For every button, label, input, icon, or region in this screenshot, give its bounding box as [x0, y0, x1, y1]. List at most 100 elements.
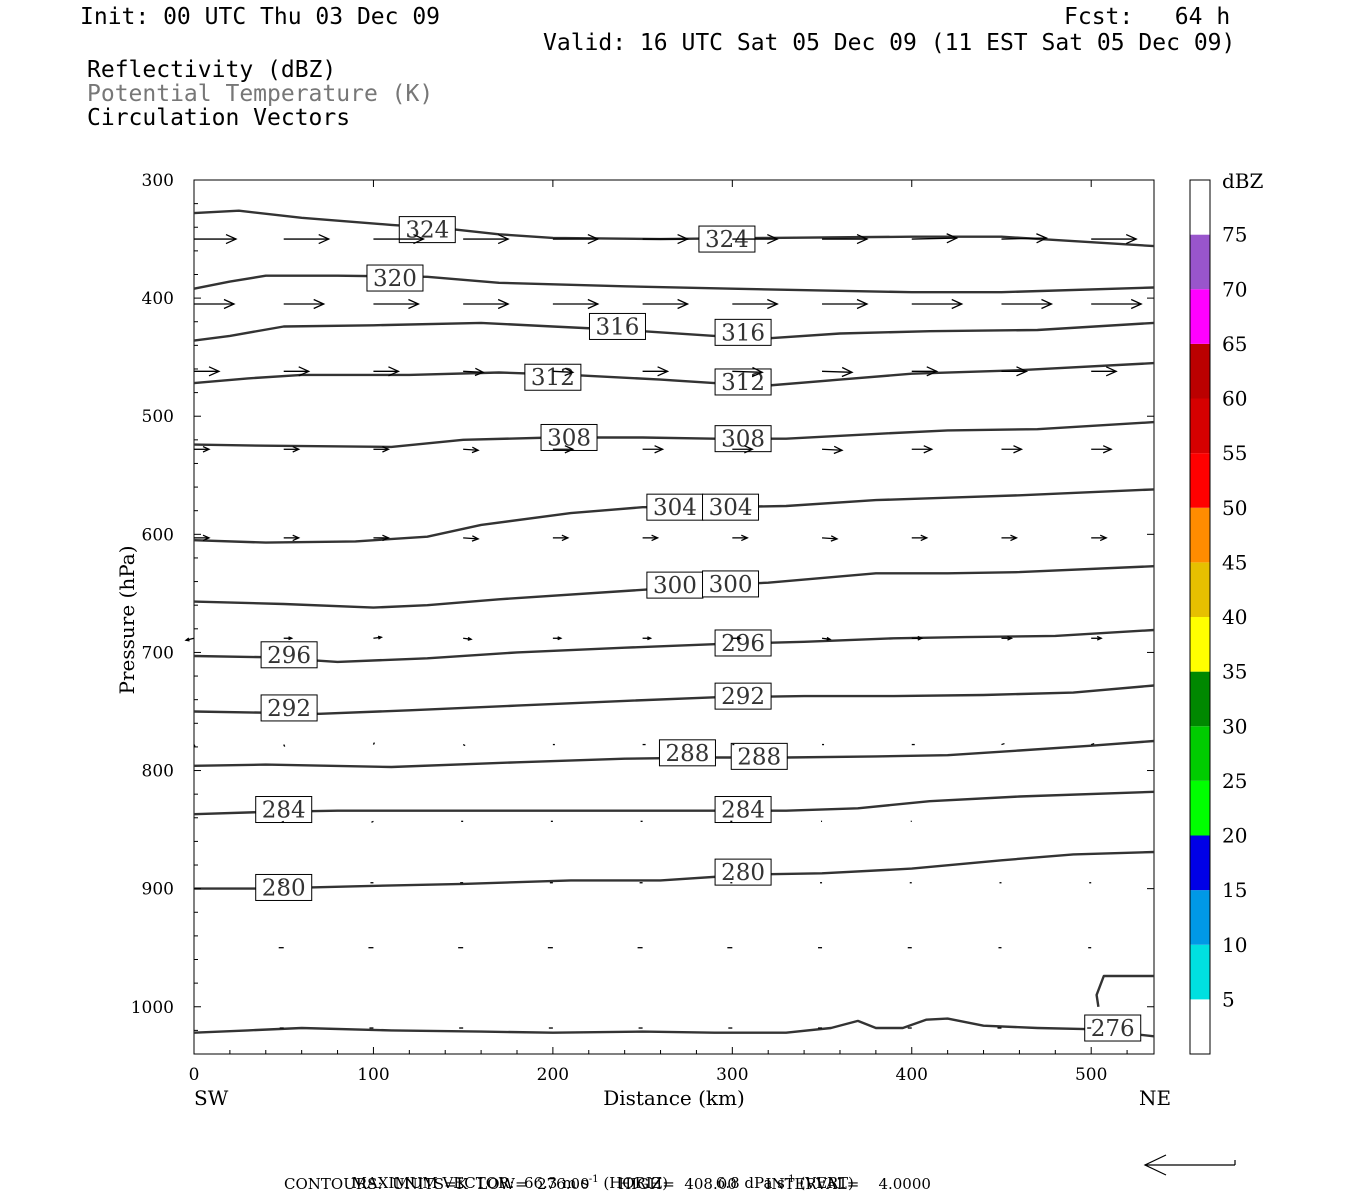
circulation-vector [1001, 366, 1029, 377]
circulation-vector [732, 298, 779, 310]
plot-frame [193, 179, 1155, 1055]
x-tick-label: 400 [896, 1065, 928, 1085]
vector-head [1125, 233, 1138, 245]
circulation-vector [184, 637, 195, 642]
contour-label-box [702, 493, 760, 521]
vector-head [225, 233, 238, 245]
circulation-vector [371, 820, 374, 823]
contour-label-box [260, 694, 318, 722]
vector-shaft [911, 237, 957, 240]
y-tick-label: 500 [142, 407, 174, 427]
colorbar-tick-label: 35 [1222, 660, 1247, 684]
vector-head [298, 366, 311, 377]
contour-label-box [524, 363, 582, 391]
contour-label-276: 276 [1091, 1016, 1135, 1042]
contour-label-box [646, 571, 704, 599]
circulation-vector [822, 366, 854, 378]
max-vector-vert-tag: (VERT) [799, 1174, 854, 1192]
vector-head [471, 535, 480, 542]
theta-contour-316 [193, 321, 1155, 342]
valid-time: Valid: 16 UTC Sat 05 Dec 09 (11 EST Sat … [543, 30, 1236, 56]
circulation-vector [281, 820, 285, 823]
colorbar-tick-label: 70 [1222, 277, 1247, 301]
y-tick-label: 1000 [131, 998, 174, 1018]
circulation-vector [1001, 742, 1005, 746]
contour-label-box [366, 264, 424, 292]
contour-label-316: 316 [596, 314, 640, 340]
vector-head [767, 298, 779, 310]
colorbar-title: dBZ [1222, 169, 1264, 193]
vector-head [920, 534, 929, 542]
vector-head [202, 534, 211, 542]
max-vector-horiz-value: 66.3 [523, 1174, 558, 1192]
vector-head [1099, 534, 1108, 542]
contour-label-box [588, 312, 646, 340]
vector-head [951, 298, 964, 310]
x-axis-left-end: SW [194, 1086, 229, 1110]
contour-label-box [714, 858, 772, 886]
y-tick-label: 900 [142, 880, 174, 900]
y-tick-label: 300 [142, 171, 174, 191]
colorbar-tick-label: 15 [1222, 878, 1247, 902]
contour-label-284: 284 [262, 798, 306, 824]
colorbar-tick-label: 45 [1222, 550, 1247, 574]
contour-label-280: 280 [262, 875, 306, 901]
vector-head [657, 366, 670, 377]
circulation-vector [1091, 445, 1113, 454]
circulation-vector [194, 366, 221, 377]
contour-label-box [255, 873, 313, 901]
circulation-vector [642, 534, 660, 542]
contour-label-box [255, 796, 313, 824]
contour-label-box [714, 682, 772, 710]
colorbar-swatch [1190, 234, 1210, 290]
circulation-vector [642, 298, 690, 310]
circulation-vector [463, 535, 480, 542]
contour-label-284: 284 [721, 798, 765, 824]
circulation-vector [283, 298, 326, 310]
vector-head [830, 535, 839, 542]
vector-shaft [1001, 237, 1047, 240]
vector-head [382, 534, 391, 542]
vector-head [292, 445, 301, 453]
circulation-vector [732, 636, 742, 641]
vector-head [388, 366, 401, 377]
contours-info-line: CONTOURS: UNITS=K LOW= 276.00 HIGH= 408.… [284, 1175, 931, 1193]
circulation-vector [1001, 445, 1024, 454]
vector-head [471, 446, 480, 454]
vector-head [497, 298, 510, 310]
circulation-vector [552, 233, 600, 245]
vector-head [1013, 445, 1024, 454]
vector-head [564, 367, 575, 377]
contour-label-304: 304 [709, 495, 753, 521]
circulation-vector [642, 366, 670, 377]
circulation-vector [821, 535, 839, 542]
vector-head [467, 636, 473, 641]
vector-head [1130, 298, 1143, 310]
colorbar-swatch [1190, 999, 1210, 1054]
circulation-vector [642, 445, 665, 454]
max-vector-vert-value: 6.8 [715, 1174, 740, 1192]
vector-head [184, 637, 190, 642]
x-axis-right-end: NE [1139, 1086, 1171, 1110]
contour-label-280: 280 [721, 860, 765, 886]
vector-shaft [552, 370, 573, 373]
circulation-vector [194, 298, 236, 310]
vector-head [561, 534, 570, 542]
vector-shaft [463, 537, 479, 540]
colorbar-tick-label: 20 [1222, 824, 1247, 848]
vector-shaft [283, 744, 286, 747]
circulation-vector [372, 742, 376, 745]
colorbar-swatch [1190, 890, 1210, 945]
max-vector-horiz-tag: (HORIZ) [603, 1174, 669, 1192]
reference-vector [1143, 1154, 1236, 1176]
colorbar-swatch [1190, 453, 1210, 508]
vector-head [923, 445, 934, 454]
circulation-vector [373, 534, 391, 542]
colorbar-tick-label: 30 [1222, 714, 1247, 738]
circulation-vector [1001, 635, 1014, 641]
circulation-vector [552, 636, 563, 641]
circulation-vector [911, 635, 924, 641]
circulation-vector [911, 233, 959, 244]
contour-label-300: 300 [653, 573, 697, 599]
circulation-vector [911, 366, 939, 377]
